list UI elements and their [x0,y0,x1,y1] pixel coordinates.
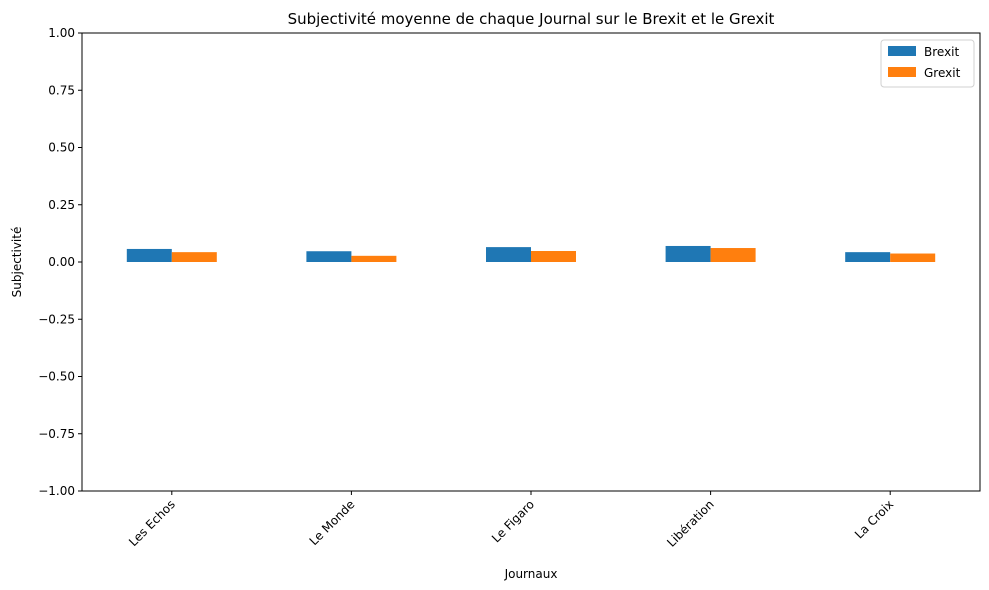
legend-swatch-brexit [888,46,916,56]
y-tick-label: −0.75 [38,427,75,441]
plot-area: −1.00 −0.75 −0.50 −0.25 0.00 0.25 0.50 0.75 1.00… [38,26,981,550]
legend-label-brexit: Brexit [924,45,960,59]
bar-brexit-1 [306,251,352,262]
bar-grexit-0 [171,252,217,262]
legend-swatch-grexit [888,67,916,77]
x-tick-label: Les Echos [126,497,178,549]
y-axis-title: Subjectivité [10,227,24,298]
legend: Brexit Grexit [880,39,975,88]
y-tick-label: 0.00 [48,255,75,269]
bar-grexit-4 [890,253,936,262]
bar-grexit-1 [351,255,397,262]
y-tick-label: 0.25 [48,198,75,212]
x-tick-label: Le Figaro [489,497,537,545]
y-tick-label: 0.50 [48,141,75,155]
legend-label-grexit: Grexit [924,66,961,80]
chart-title: Subjectivité moyenne de chaque Journal s… [288,10,775,28]
bar-grexit-3 [710,248,756,262]
x-tick-label: Libération [664,497,717,550]
y-tick-label: 0.75 [48,83,75,97]
bar-brexit-4 [845,252,891,262]
bar-brexit-0 [126,248,172,262]
y-tick-label: −0.25 [38,312,75,326]
y-tick-label: 1.00 [48,26,75,40]
x-tick-label: Le Monde [307,497,358,548]
bar-brexit-3 [665,245,711,262]
bar-grexit-2 [531,251,576,262]
y-tick-label: −1.00 [38,484,75,498]
y-tick-label: −0.50 [38,370,75,384]
x-tick-label: La Croix [852,497,896,541]
bar-brexit-2 [486,247,531,262]
x-axis-title: Journaux [504,567,558,581]
